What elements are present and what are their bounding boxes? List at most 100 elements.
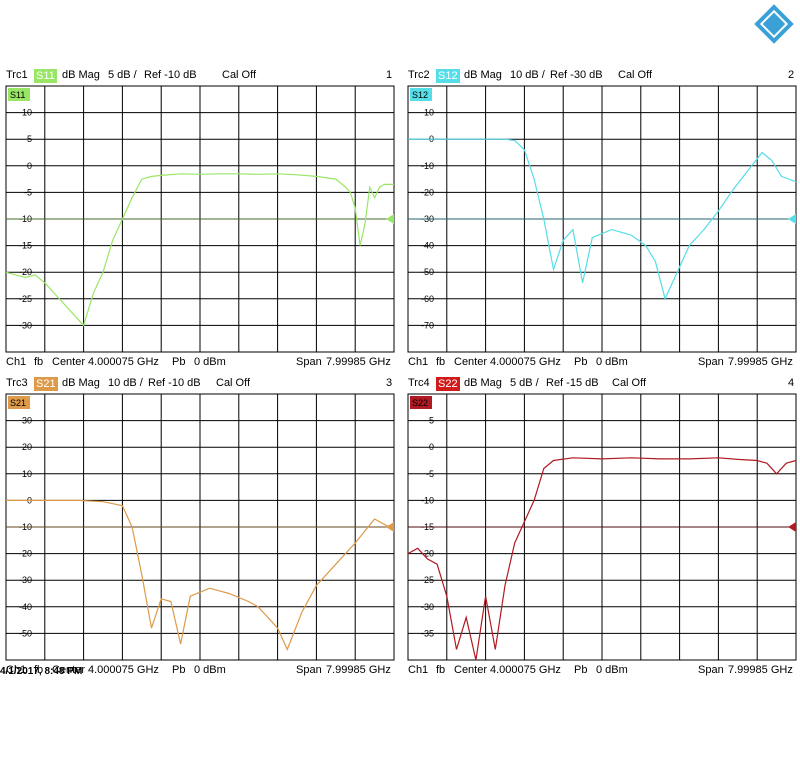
pb-label: Pb bbox=[172, 356, 186, 368]
trace-number: 3 bbox=[386, 377, 393, 389]
ref-label: Ref -15 dB bbox=[546, 377, 599, 389]
trace-header: Trc4 S22 dB Mag 5 dB / Ref -15 dB Cal Of… bbox=[406, 374, 798, 392]
center-label: Center bbox=[52, 356, 86, 368]
span-value: 7.99985 GHz bbox=[728, 356, 793, 368]
span-value: 7.99985 GHz bbox=[326, 664, 391, 676]
power-value: 0 dBm bbox=[596, 356, 628, 368]
ref-label: Ref -10 dB bbox=[144, 69, 197, 81]
trace-number: 4 bbox=[788, 377, 795, 389]
span-label: Span bbox=[296, 356, 322, 368]
ref-label: Ref -10 dB bbox=[148, 377, 201, 389]
trace-panel-trc3: Trc3 S21 dB Mag 10 dB / Ref -10 dB Cal O… bbox=[4, 374, 396, 681]
trace-header: Trc3 S21 dB Mag 10 dB / Ref -10 dB Cal O… bbox=[4, 374, 396, 392]
y-tick-label: -5 bbox=[24, 187, 32, 197]
power-value: 0 dBm bbox=[596, 664, 628, 676]
span-value: 7.99985 GHz bbox=[728, 664, 793, 676]
plot-param-label-box bbox=[410, 396, 432, 409]
trace-footer: Ch1 fb Center 4.000075 GHz Pb 0 dBm Span… bbox=[4, 356, 396, 372]
trace-number: 1 bbox=[386, 69, 393, 81]
format-label: dB Mag bbox=[464, 377, 502, 389]
center-label: Center bbox=[454, 356, 488, 368]
reference-marker bbox=[788, 214, 796, 224]
center-value: 4.000075 GHz bbox=[490, 664, 561, 676]
trace-header: Trc2 S12 dB Mag 10 dB / Ref -30 dB Cal O… bbox=[406, 66, 798, 84]
pb-label: Pb bbox=[574, 664, 588, 676]
y-tick-label: -20 bbox=[421, 187, 434, 197]
plot-param-label-text: S22 bbox=[412, 398, 428, 408]
power-value: 0 dBm bbox=[194, 664, 226, 676]
y-tick-label: 30 bbox=[22, 416, 32, 426]
trace-footer: Ch1 fb Center 4.000075 GHz Pb 0 dBm Span… bbox=[406, 664, 798, 680]
cal-label: Cal Off bbox=[618, 69, 653, 81]
format-label: dB Mag bbox=[464, 69, 502, 81]
fb-label: fb bbox=[436, 664, 446, 676]
center-label: Center bbox=[52, 664, 86, 676]
cal-label: Cal Off bbox=[222, 69, 257, 81]
y-tick-label: -10 bbox=[421, 495, 434, 505]
reference-marker bbox=[386, 214, 394, 224]
ch-label: Ch1 bbox=[6, 356, 27, 368]
center-value: 4.000075 GHz bbox=[88, 356, 159, 368]
y-tick-label: 10 bbox=[22, 108, 32, 118]
span-label: Span bbox=[296, 664, 322, 676]
span-label: Span bbox=[698, 356, 724, 368]
plot-param-label-box bbox=[8, 396, 30, 409]
param-badge[interactable]: S22 bbox=[436, 377, 460, 391]
param-badge[interactable]: S11 bbox=[34, 69, 57, 83]
trace-number: 2 bbox=[788, 69, 795, 81]
trace-footer: Ch1 fb Center 4.000075 GHz Pb 0 dBm Span… bbox=[406, 356, 798, 372]
y-tick-label: -35 bbox=[421, 628, 434, 638]
power-value: 0 dBm bbox=[194, 356, 226, 368]
rohde-schwarz-logo bbox=[754, 4, 794, 44]
scale-label: 10 dB / bbox=[108, 377, 143, 389]
y-tick-label: 0 bbox=[27, 161, 32, 171]
cal-label: Cal Off bbox=[612, 377, 647, 389]
center-value: 4.000075 GHz bbox=[490, 356, 561, 368]
y-tick-label: -40 bbox=[19, 602, 32, 612]
y-tick-label: 5 bbox=[27, 134, 32, 144]
plot-param-label: S12 bbox=[410, 88, 432, 101]
trace-panel-trc1: Trc1 S11 dB Mag 5 dB / Ref -10 dB Cal Of… bbox=[4, 66, 396, 373]
y-tick-label: -30 bbox=[421, 602, 434, 612]
y-tick-label: -10 bbox=[421, 161, 434, 171]
plot-param-label-box bbox=[410, 88, 432, 101]
param-badge[interactable]: S21 bbox=[34, 377, 58, 391]
y-tick-label: -50 bbox=[19, 628, 32, 638]
cal-label: Cal Off bbox=[216, 377, 251, 389]
pb-label: Pb bbox=[172, 664, 186, 676]
param-badge[interactable]: S12 bbox=[436, 69, 460, 83]
y-tick-label: -70 bbox=[421, 320, 434, 330]
format-label: dB Mag bbox=[62, 69, 100, 81]
trace-line-s11 bbox=[5, 173, 394, 327]
pb-label: Pb bbox=[574, 356, 588, 368]
span-label: Span bbox=[698, 664, 724, 676]
trace-name: Trc1 bbox=[6, 69, 28, 81]
ch-label: Ch1 bbox=[408, 356, 429, 368]
y-tick-label: -20 bbox=[421, 549, 434, 559]
scale-label: 5 dB / bbox=[108, 69, 137, 81]
y-tick-label: -40 bbox=[421, 241, 434, 251]
plot-param-label: S22 bbox=[410, 396, 432, 409]
y-tick-label: -25 bbox=[19, 294, 32, 304]
fb-label: fb bbox=[436, 356, 446, 368]
ch-label: Ch1 bbox=[408, 664, 429, 676]
center-label: Center bbox=[454, 664, 488, 676]
plot-param-label: S11 bbox=[8, 88, 30, 101]
plot-param-label-text: S12 bbox=[412, 90, 428, 100]
trace-line-s21 bbox=[6, 499, 395, 651]
span-value: 7.99985 GHz bbox=[326, 356, 391, 368]
trace-name: Trc2 bbox=[408, 69, 430, 81]
y-tick-label: -30 bbox=[19, 575, 32, 585]
trace-footer: Ch1 fb Center 4.000075 GHz Pb 0 dBm Span… bbox=[4, 664, 396, 680]
plot-param-label-box bbox=[8, 88, 30, 101]
trace-name: Trc4 bbox=[408, 377, 430, 389]
y-tick-label: 10 bbox=[22, 469, 32, 479]
y-tick-label: 0 bbox=[429, 442, 434, 452]
y-tick-label: -5 bbox=[426, 469, 434, 479]
y-tick-label: -25 bbox=[421, 575, 434, 585]
scale-label: 5 dB / bbox=[510, 377, 539, 389]
